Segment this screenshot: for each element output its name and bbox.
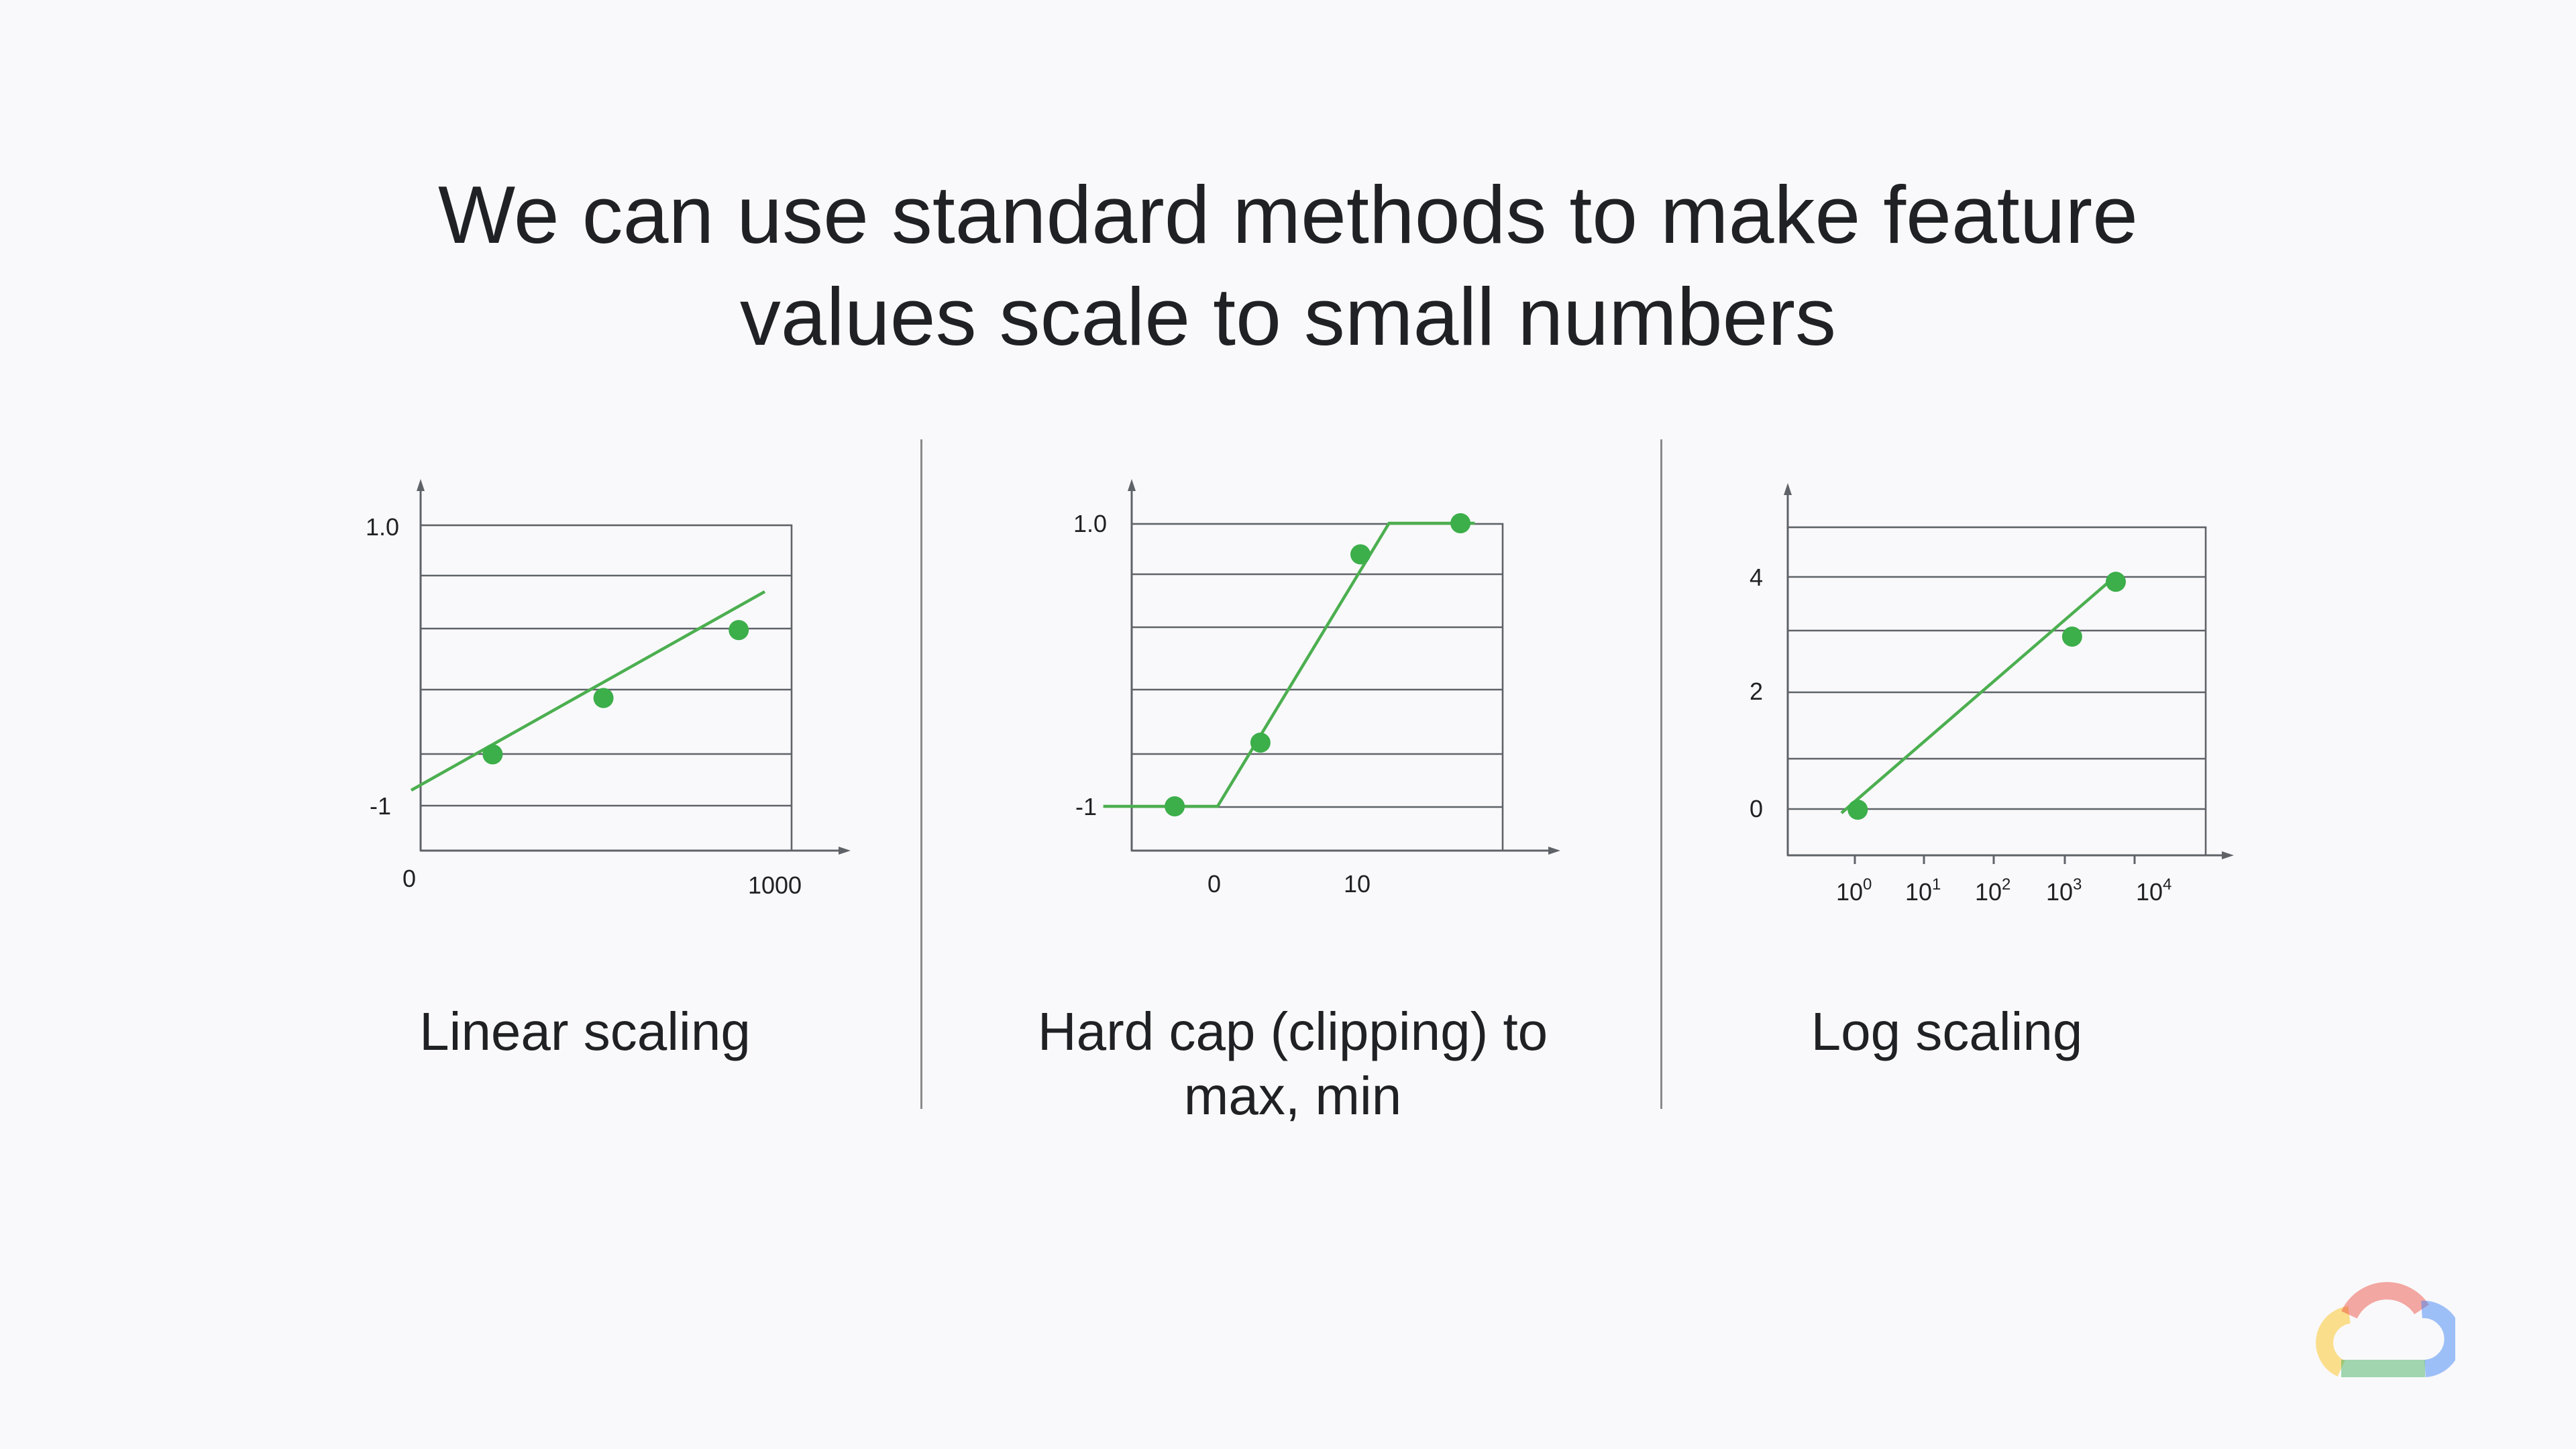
clipping-x-axis-arrow-icon <box>1548 847 1560 855</box>
slide-title-line-1: We can use standard methods to make feat… <box>437 169 2139 260</box>
clipping-data-point <box>1250 733 1271 753</box>
clipping-series-line <box>1103 521 1475 808</box>
log-xtick-label: 104 <box>2136 875 2171 906</box>
linear-xtick-left: 0 <box>402 865 416 892</box>
log-xtick-label: 102 <box>1975 875 2010 906</box>
clipping-data-point <box>1165 796 1185 816</box>
clipping-data-point <box>1350 544 1371 565</box>
clipping-caption: Hard cap (clipping) to max, min <box>957 1000 1628 1128</box>
clipping-caption-line-1: Hard cap (clipping) to <box>1037 1002 1548 1061</box>
log-ytick-0: 0 <box>1750 795 1763 822</box>
log-ytick-2: 2 <box>1750 678 1763 705</box>
log-y-axis-arrow-icon <box>1784 483 1792 495</box>
slide-title-line-2: values scale to small numbers <box>739 271 1837 362</box>
log-xtick-label: 103 <box>2046 875 2082 906</box>
panel-divider-right <box>1660 439 1662 1109</box>
log-x-tick-marks <box>1854 855 2136 864</box>
google-cloud-logo-icon <box>2316 1282 2455 1377</box>
log-data-points <box>1847 572 2126 820</box>
linear-data-point <box>482 744 503 765</box>
clipping-y-axis-arrow-icon <box>1128 479 1136 491</box>
clipping-xtick-zero: 0 <box>1208 870 1221 898</box>
log-x-axis-arrow-icon <box>2222 851 2234 859</box>
log-x-tick-labels: 100 101 102 103 104 <box>1836 875 2171 906</box>
clipping-xtick-ten: 10 <box>1344 870 1371 898</box>
log-scaling-caption: Log scaling <box>1811 1002 2083 1061</box>
clipping-ytick-bottom: -1 <box>1075 793 1097 820</box>
log-data-point <box>2061 627 2082 647</box>
linear-ytick-top: 1.0 <box>366 513 399 541</box>
clipping-caption-line-2: max, min <box>1183 1066 1402 1126</box>
log-ytick-4: 4 <box>1750 564 1763 591</box>
log-xtick-label: 101 <box>1905 875 1941 906</box>
clipping-ytick-top: 1.0 <box>1073 510 1107 537</box>
panel-divider-left <box>920 439 922 1109</box>
linear-series-line <box>410 590 766 792</box>
linear-data-points <box>482 620 749 765</box>
log-data-point <box>2105 572 2126 592</box>
linear-data-point <box>593 688 614 708</box>
linear-data-point <box>729 620 749 641</box>
log-series-line <box>1840 572 2120 814</box>
linear-ytick-bottom: -1 <box>370 792 391 820</box>
clipping-data-point <box>1450 513 1471 533</box>
log-data-point <box>1847 800 1868 820</box>
linear-x-axis-arrow-icon <box>839 847 851 855</box>
clipping-data-points <box>1165 513 1471 816</box>
log-xtick-label: 100 <box>1836 875 1872 906</box>
linear-xtick-right: 1000 <box>748 871 802 899</box>
linear-scaling-caption: Linear scaling <box>419 1002 751 1061</box>
linear-y-axis-arrow-icon <box>417 479 425 491</box>
